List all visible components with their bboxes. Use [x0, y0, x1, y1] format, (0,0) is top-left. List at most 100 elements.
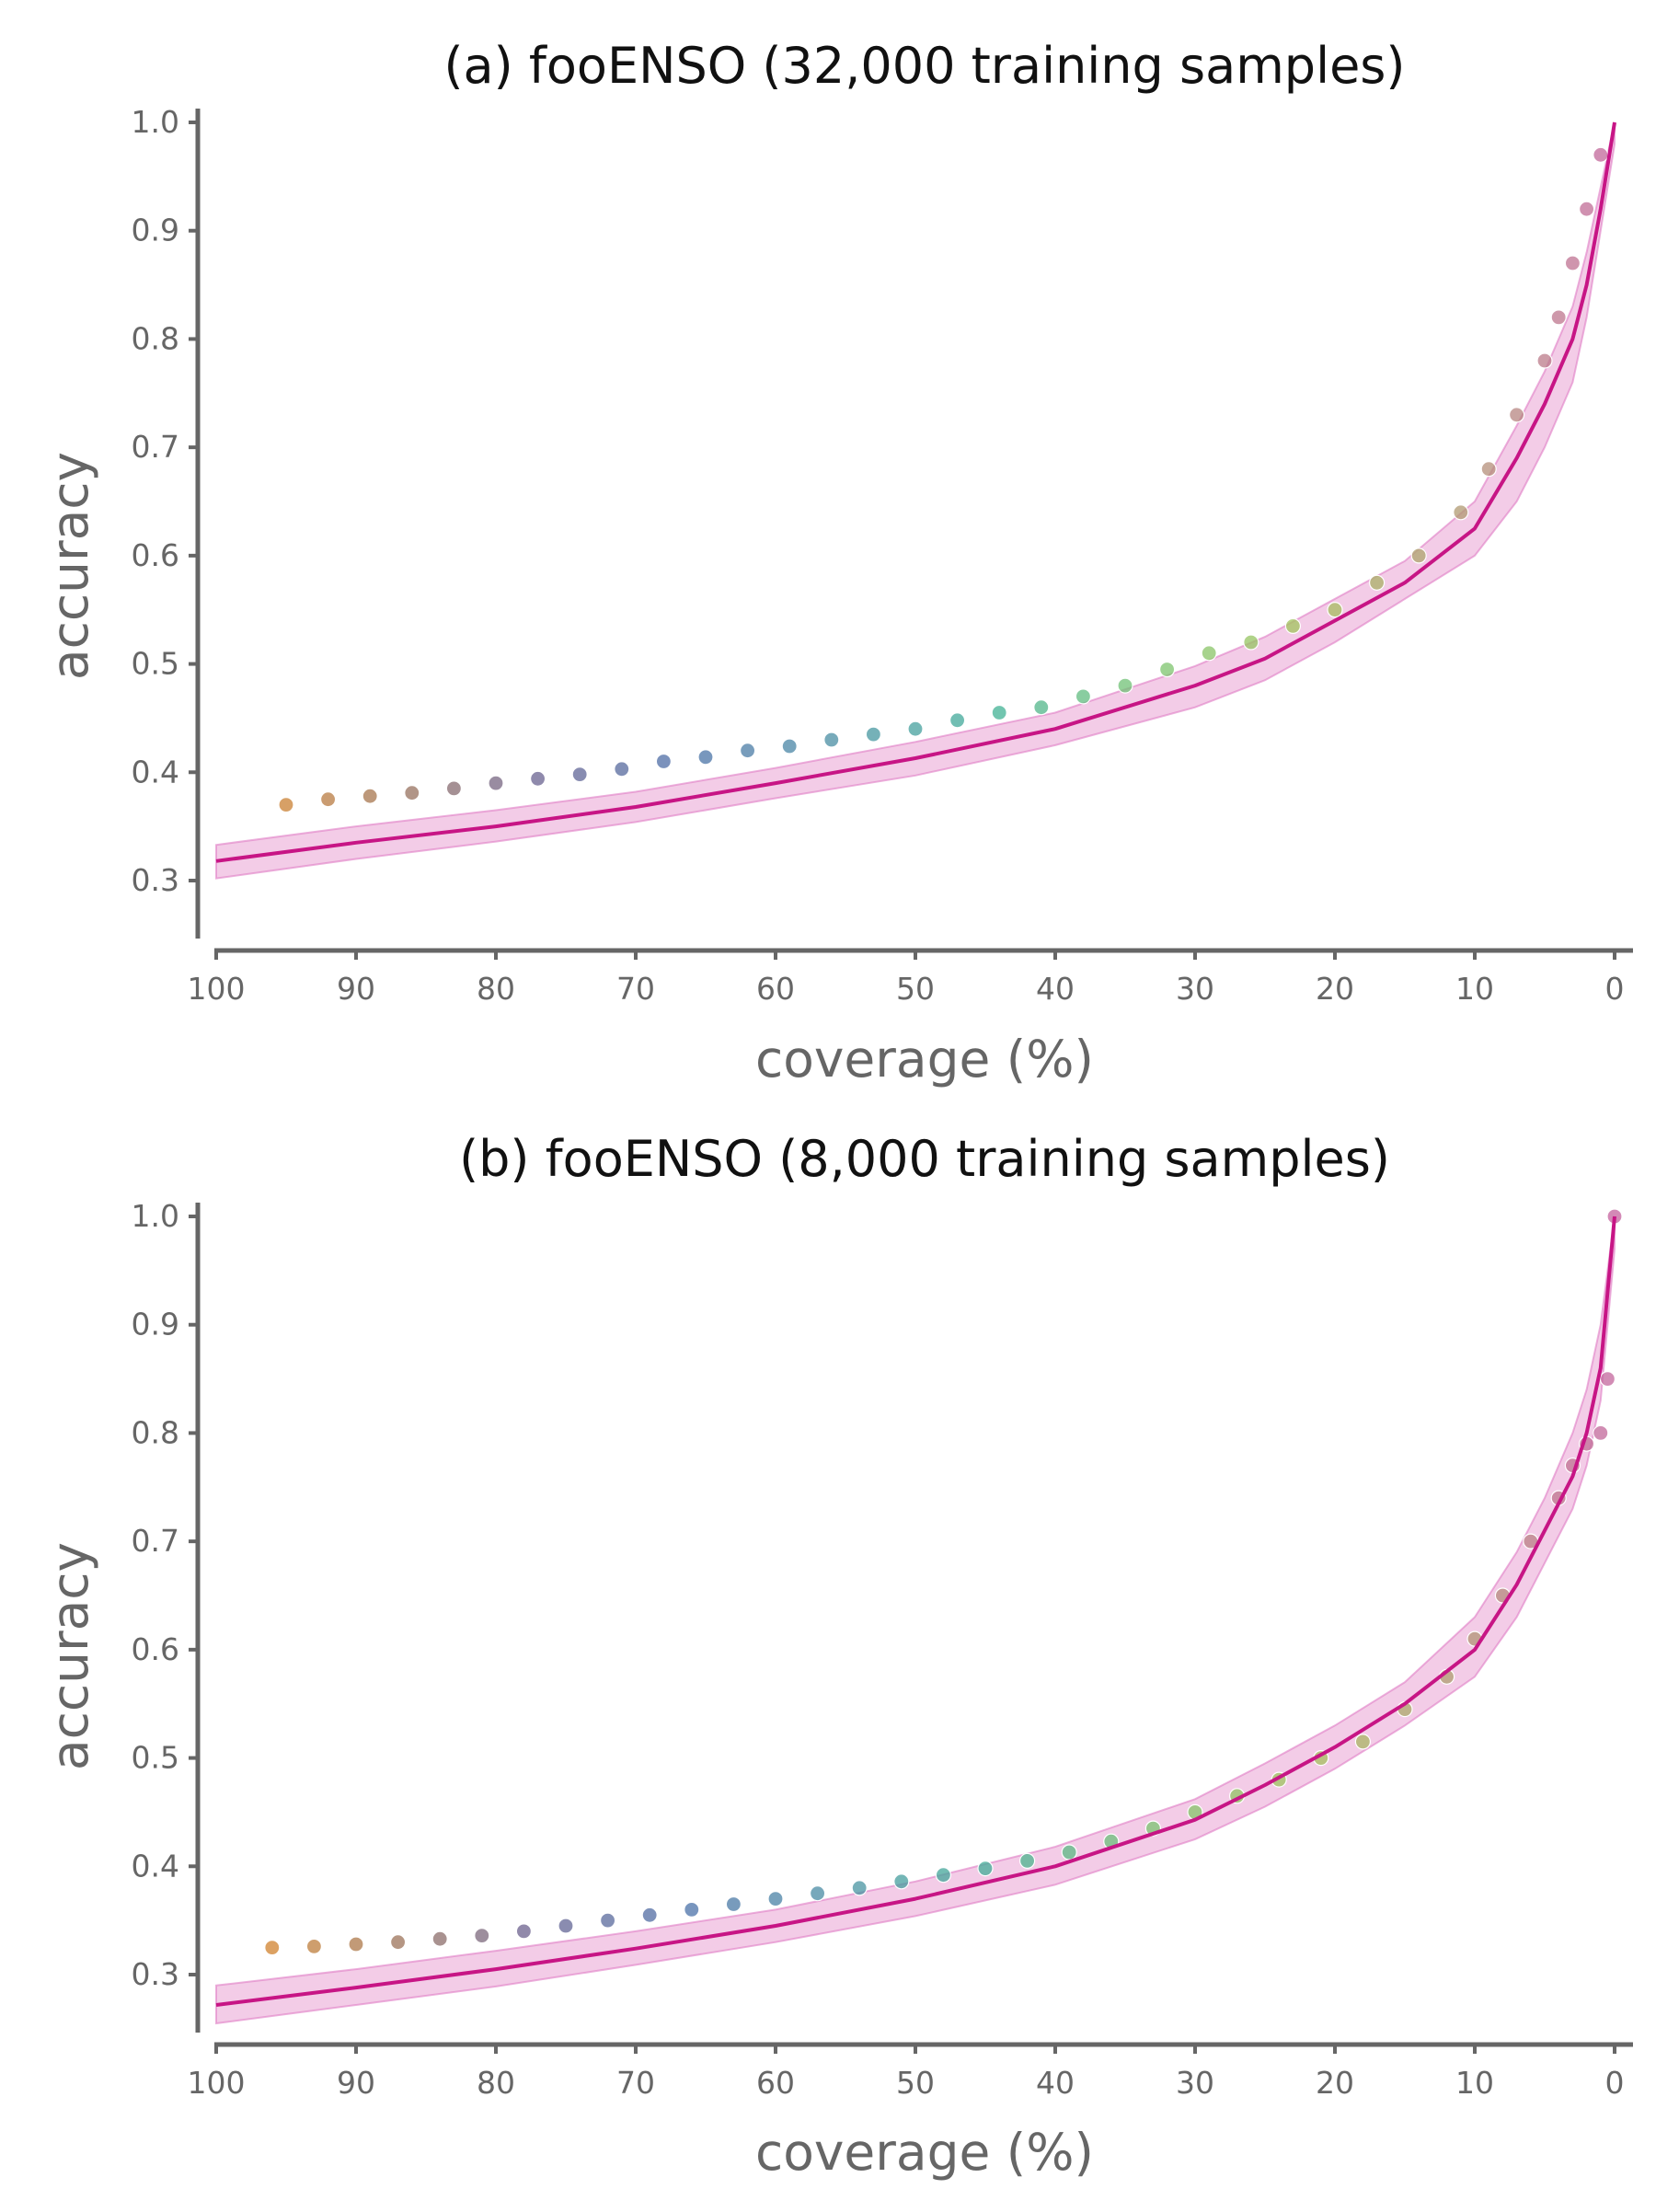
y-tick-label: 0.4 [132, 754, 179, 789]
chart-title: (b) fooENSO (8,000 training samples) [459, 1130, 1390, 1188]
scatter-point [1550, 309, 1567, 326]
scatter-point [320, 791, 337, 808]
x-tick-label: 40 [1036, 2065, 1075, 2101]
x-tick-label: 30 [1176, 971, 1214, 1007]
scatter-point [1593, 1424, 1609, 1442]
scatter-point [1453, 504, 1469, 521]
x-tick-label: 100 [188, 971, 246, 1007]
x-axis-label: coverage (%) [755, 1030, 1094, 1089]
x-tick-label: 70 [616, 2065, 655, 2101]
y-tick-label: 0.3 [132, 862, 179, 898]
y-tick-label: 0.8 [132, 1414, 179, 1450]
x-tick-label: 80 [477, 971, 515, 1007]
confidence-band [215, 121, 1616, 880]
scatter-point [1284, 617, 1302, 635]
x-tick-label: 70 [616, 971, 655, 1007]
scatter-point [1327, 602, 1343, 618]
y-tick-label: 0.3 [132, 1956, 179, 1992]
x-tick-label: 0 [1605, 2065, 1625, 2101]
scatter-point [1158, 661, 1176, 678]
scatter-point [431, 1930, 448, 1947]
x-tick-label: 10 [1455, 971, 1494, 1007]
scatter-point [515, 1923, 533, 1940]
series-line [215, 1215, 1616, 2007]
scatter-point [348, 1936, 364, 1953]
x-tick-label: 10 [1455, 2065, 1494, 2101]
y-axis-label: accuracy [40, 452, 99, 680]
scatter-point [949, 712, 966, 729]
x-tick-label: 80 [477, 2065, 515, 2101]
scatter-point [1593, 146, 1609, 163]
y-axis-label: accuracy [40, 1542, 99, 1770]
scatter-point [1480, 461, 1497, 478]
scatter-point [641, 1907, 658, 1923]
scatter-point [362, 788, 378, 804]
scatter-point [893, 1873, 910, 1890]
x-tick-label: 60 [756, 2065, 795, 2101]
scatter-point [1117, 677, 1133, 694]
scatter-point [278, 796, 294, 813]
panel-a: (a) fooENSO (32,000 training samples) co… [40, 37, 1633, 1089]
x-tick-label: 0 [1605, 971, 1625, 1007]
scatter-point [684, 1901, 700, 1918]
scatter-point [571, 766, 588, 783]
scatter-point [529, 770, 546, 787]
chart-title: (a) fooENSO (32,000 training samples) [443, 37, 1405, 95]
x-tick-label: 40 [1036, 971, 1075, 1007]
scatter-point [1578, 201, 1595, 217]
scatter-point [991, 704, 1007, 721]
scatter-point [935, 1867, 952, 1884]
scatter-point [851, 1880, 868, 1896]
y-tick-label: 0.8 [132, 320, 179, 356]
y-tick-label: 0.6 [132, 1631, 179, 1667]
series-line [215, 121, 1616, 863]
scatter-point [1018, 1852, 1036, 1870]
scatter-point [1243, 634, 1259, 651]
scatter-point [445, 780, 462, 797]
scatter-point [1033, 699, 1050, 716]
scatter-point [305, 1938, 322, 1954]
scatter-point [1564, 255, 1581, 271]
y-tick-label: 0.6 [132, 537, 179, 573]
panel-b: (b) fooENSO (8,000 training samples) cov… [40, 1130, 1633, 2182]
scatter-point [1061, 1844, 1077, 1861]
scatter-point [614, 761, 630, 778]
x-tick-label: 20 [1316, 971, 1354, 1007]
scatter-point [1075, 688, 1092, 705]
x-tick-label: 60 [756, 971, 795, 1007]
y-tick-label: 1.0 [132, 1198, 179, 1234]
scatter-point [1368, 574, 1386, 591]
y-tick-label: 1.0 [132, 104, 179, 140]
scatter-point [264, 1940, 281, 1956]
confidence-band [215, 1215, 1616, 2025]
scatter-point [1410, 547, 1427, 564]
scatter-point [865, 726, 882, 743]
scatter-point [655, 753, 673, 770]
scatter-point [725, 1895, 742, 1913]
scatter-point [1201, 645, 1217, 662]
scatter-point [404, 785, 420, 801]
scatter-point [1508, 407, 1525, 423]
x-tick-label: 100 [188, 2065, 246, 2101]
y-tick-label: 0.4 [132, 1848, 179, 1884]
scatter-point [390, 1934, 407, 1951]
x-axis-label: coverage (%) [755, 2123, 1094, 2182]
x-tick-label: 50 [896, 2065, 935, 2101]
scatter-point [739, 743, 756, 759]
x-tick-label: 90 [337, 971, 375, 1007]
x-tick-label: 20 [1316, 2065, 1354, 2101]
scatter-point [977, 1860, 994, 1877]
scatter-point [907, 720, 924, 737]
y-tick-label: 0.9 [132, 1307, 179, 1342]
y-tick-label: 0.9 [132, 213, 179, 248]
y-tick-label: 0.5 [132, 1740, 179, 1776]
scatter-point [474, 1928, 490, 1944]
scatter-point [599, 1912, 616, 1929]
x-tick-label: 90 [337, 2065, 375, 2101]
scatter-point [1536, 352, 1553, 369]
scatter-point [823, 732, 840, 748]
